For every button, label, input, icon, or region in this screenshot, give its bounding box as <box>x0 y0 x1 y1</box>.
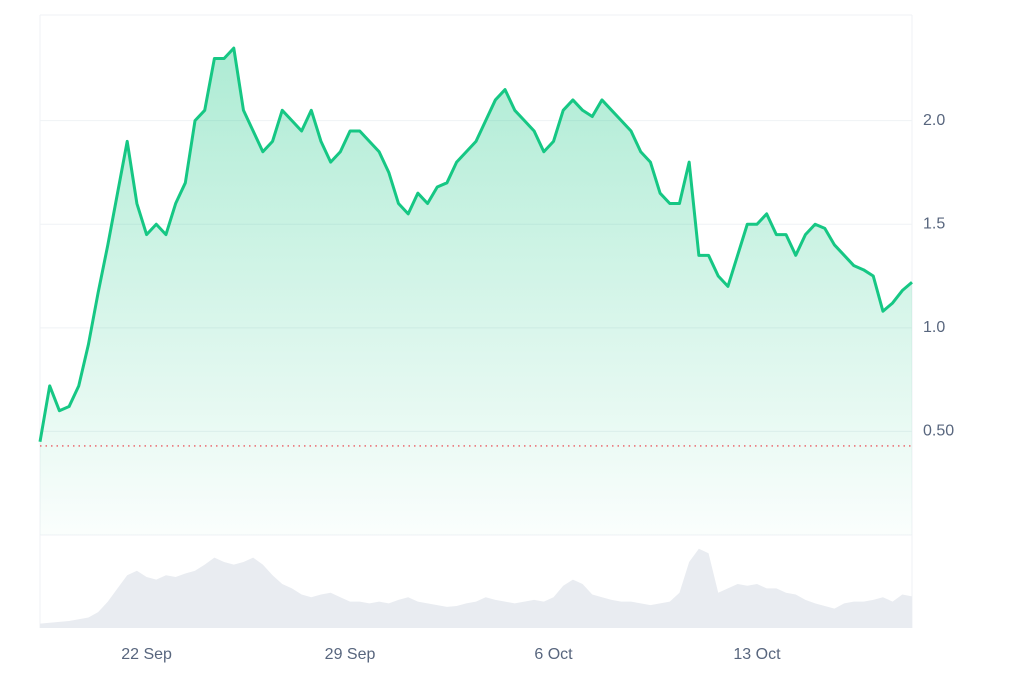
price-line <box>38 46 913 443</box>
x-tick-label: 22 Sep <box>121 646 172 663</box>
x-tick-label: 13 Oct <box>733 646 781 663</box>
x-tick-label: 29 Sep <box>325 646 376 663</box>
y-tick-label: 1.0 <box>923 319 945 336</box>
volume-area <box>40 548 912 628</box>
y-tick-label: 2.0 <box>923 112 945 129</box>
y-tick-label: 0.50 <box>923 423 954 440</box>
y-tick-label: 1.5 <box>923 215 945 232</box>
x-tick-label: 6 Oct <box>534 646 573 663</box>
price-area <box>40 48 912 536</box>
